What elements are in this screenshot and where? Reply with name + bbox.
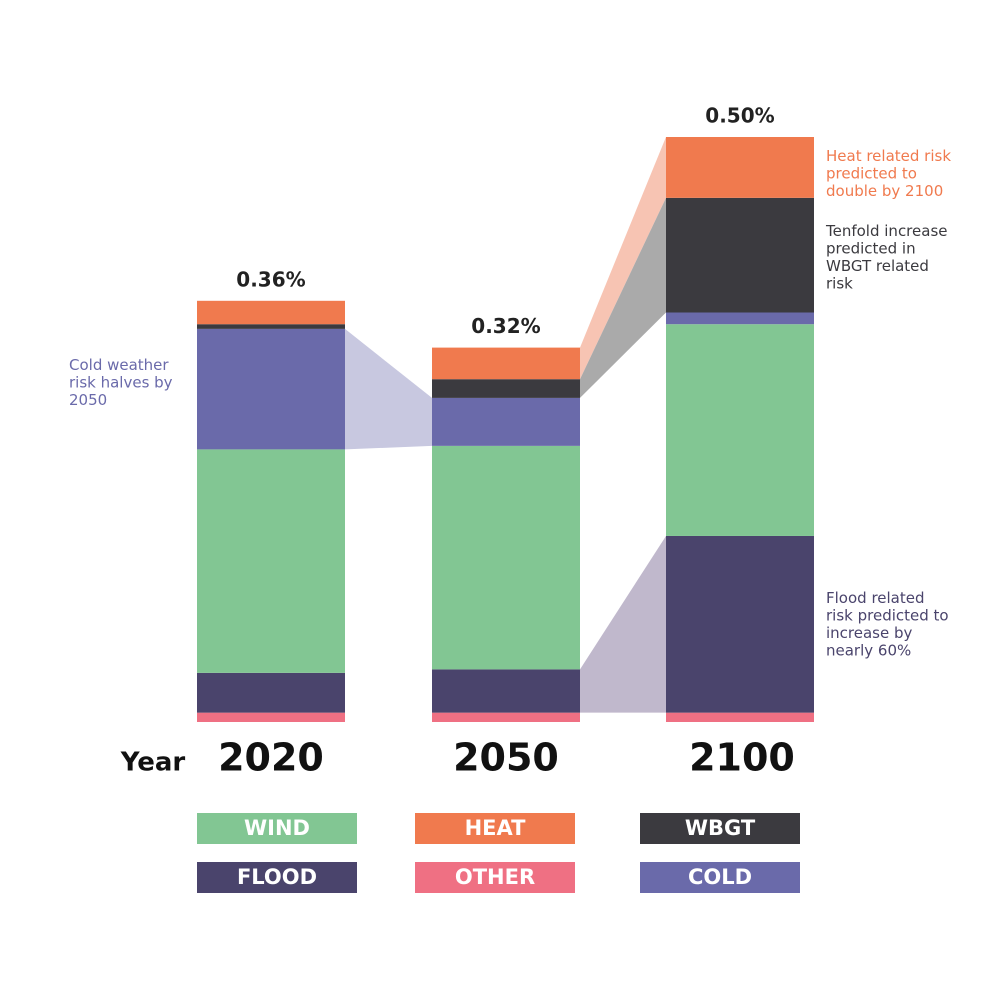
legend-swatch	[415, 813, 575, 844]
bar-segment	[197, 672, 345, 713]
annotation: Heat related risk predicted to double by 2…	[826, 147, 951, 200]
legend-label: FLOOD	[237, 865, 317, 889]
bar-segment	[432, 379, 580, 398]
bar-segment	[666, 712, 814, 722]
annotation-line: double by 2100	[826, 182, 943, 200]
ribbon	[580, 137, 666, 380]
bar-segment	[666, 137, 814, 198]
legend-swatch	[640, 862, 800, 893]
annotation-line: Heat related risk	[826, 147, 951, 165]
annotation-line: Flood related	[826, 589, 925, 607]
annotation-line: Cold weather	[69, 356, 169, 374]
bar-segment	[666, 535, 814, 713]
total-label: 0.50%	[705, 104, 774, 128]
category-label: 2020	[218, 736, 324, 780]
x-axis-label: Year	[120, 748, 186, 778]
legend-swatch	[197, 862, 357, 893]
legend-swatch	[415, 862, 575, 893]
ribbon	[345, 328, 432, 450]
annotation-line: WBGT related	[826, 257, 929, 275]
annotation-line: increase by	[826, 624, 913, 642]
category-label: 2100	[689, 736, 795, 780]
bar-segment	[197, 328, 345, 450]
annotation-line: Tenfold increase	[825, 222, 948, 240]
bar-segment	[432, 397, 580, 446]
annotation-line: nearly 60%	[826, 641, 911, 659]
bar-segment	[197, 449, 345, 673]
bar-segment	[197, 712, 345, 722]
annotation: Cold weather risk halves by 2050	[69, 356, 173, 409]
legend-label: OTHER	[455, 865, 535, 889]
bar-segment	[432, 445, 580, 670]
bar-segment	[197, 300, 345, 325]
legend-swatch	[640, 813, 800, 844]
annotation-line: risk	[826, 274, 853, 292]
annotation: Flood related risk predicted to increase b…	[826, 589, 949, 660]
annotation-line: predicted in	[826, 239, 916, 257]
annotation-line: risk predicted to	[826, 606, 949, 624]
legend-swatch	[197, 813, 357, 844]
category-label: 2050	[453, 736, 559, 780]
bar-segment	[432, 347, 580, 380]
bar-segment	[432, 712, 580, 722]
legend-label: WBGT	[685, 816, 756, 840]
legend-label: HEAT	[465, 816, 527, 840]
ribbon	[580, 197, 666, 398]
total-label: 0.36%	[236, 267, 305, 291]
annotation-line: predicted to	[826, 164, 917, 182]
legend-label: COLD	[688, 865, 752, 889]
bar-segment	[197, 324, 345, 329]
annotation-line: risk halves by	[69, 373, 173, 391]
annotation-line: 2050	[69, 391, 107, 409]
bar-segment	[666, 312, 814, 325]
legend-label: WIND	[244, 816, 310, 840]
total-label: 0.32%	[471, 314, 540, 338]
ribbon	[580, 535, 666, 713]
bar-segment	[432, 669, 580, 713]
bar-segment	[666, 324, 814, 536]
annotation: Tenfold increase predicted in WBGT related…	[825, 222, 948, 293]
bar-segment	[666, 197, 814, 313]
